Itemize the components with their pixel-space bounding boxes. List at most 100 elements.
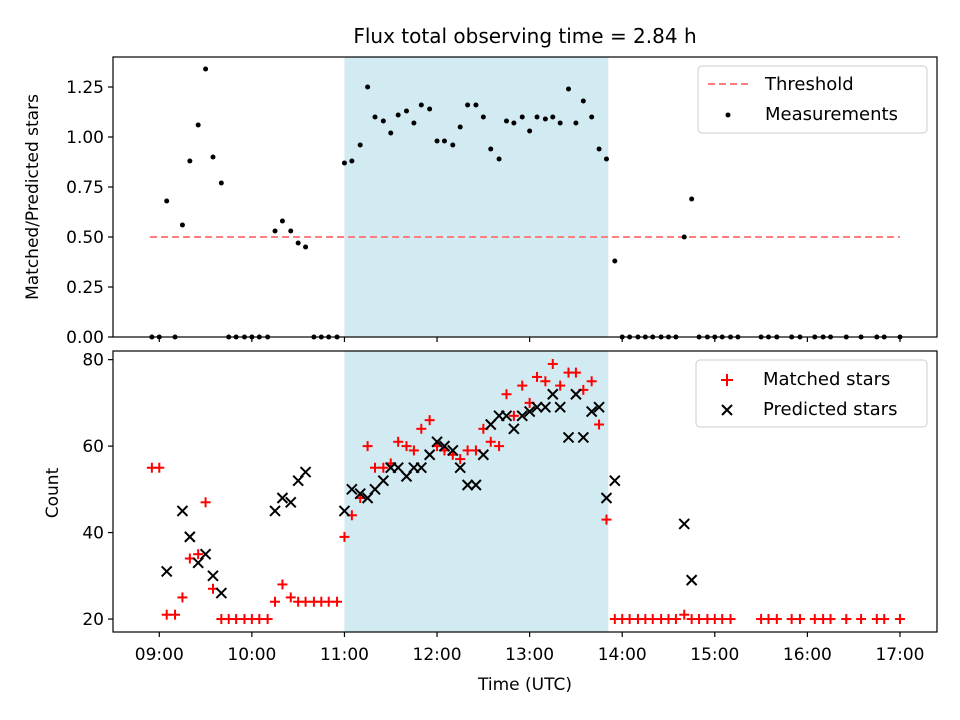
predicted-star-point [184, 531, 196, 543]
measurement-point [295, 240, 301, 246]
measurement-point [550, 114, 556, 120]
measurement-point [519, 114, 525, 120]
bottom-axes-frame [112, 350, 938, 633]
top-axes-frame [112, 56, 938, 338]
matched-star-point [362, 441, 373, 452]
observing-window-band-top [344, 57, 609, 337]
measurement-point [596, 146, 602, 152]
matched-star-point [285, 592, 296, 603]
x-tick-label: 15:00 [690, 645, 739, 665]
measurement-point [164, 198, 170, 204]
matched-star-point [393, 436, 404, 447]
top-highlight-band [344, 57, 609, 337]
bottom-y-tick-label: 40 [82, 524, 104, 544]
measurement-point [681, 234, 687, 240]
measurement-point [434, 138, 440, 144]
predicted-star-point [199, 548, 212, 560]
matched-star-point [508, 410, 519, 421]
matched-star-point [725, 614, 736, 625]
predicted-star-point [338, 505, 351, 517]
matched-star-point [670, 614, 681, 625]
matched-star-point [177, 592, 188, 603]
predicted-star-point [678, 518, 690, 530]
measurement-point [187, 158, 193, 164]
legend-matched-label: Matched stars [763, 369, 890, 390]
matched-star-point [879, 614, 890, 625]
measurement-point [179, 222, 185, 228]
predicted-star-point [454, 462, 466, 474]
predicted-star-point [539, 401, 552, 413]
matched-star-point [601, 514, 612, 525]
predicted-star-point [600, 492, 613, 504]
top-y-tick-label: 0.00 [66, 328, 104, 348]
chart-title: Flux total observing time = 2.84 h [353, 24, 696, 48]
measurement-point [357, 142, 363, 148]
matched-star-point [794, 614, 805, 625]
predicted-star-point [215, 587, 228, 599]
measurement-point [496, 156, 502, 162]
matched-star-point [193, 549, 204, 560]
predicted-star-point [461, 479, 474, 491]
measurement-point [341, 160, 347, 166]
x-tick-label: 12:00 [413, 645, 462, 665]
legend-predicted-swatch [721, 404, 733, 416]
measurement-point [372, 114, 378, 120]
measurement-point [365, 84, 371, 90]
measurement-point [557, 120, 563, 126]
predicted-star-point [392, 462, 404, 474]
measurement-point [203, 66, 209, 72]
measurement-point [303, 244, 309, 250]
measurement-point [473, 102, 479, 108]
predicted-star-point [160, 565, 173, 578]
x-tick-label: 14:00 [598, 645, 647, 665]
predicted-star-point [438, 440, 451, 452]
predicted-star-point [585, 405, 598, 418]
measurement-point [511, 120, 517, 126]
matched-star-point [262, 614, 273, 625]
measurement-point [612, 258, 618, 264]
legend-matched-swatch [721, 374, 733, 386]
bottom-y-tick-label: 20 [82, 610, 104, 630]
predicted-star-point [423, 449, 436, 461]
top-y-tick-label: 0.25 [66, 278, 104, 298]
matched-star-point [501, 389, 512, 400]
predicted-star-point [593, 401, 605, 413]
x-tick-label: 13:00 [505, 645, 554, 665]
matched-star-point [494, 441, 505, 452]
matched-star-point [532, 371, 543, 382]
top-y-tick-label: 0.75 [66, 178, 104, 198]
matched-star-point [339, 531, 350, 542]
observing-window-band-bottom [344, 351, 609, 632]
predicted-star-point [299, 466, 312, 478]
measurement-point [450, 142, 456, 148]
matched-star-point [555, 380, 566, 391]
legend-measurements-label: Measurements [765, 104, 898, 125]
measurement-point [427, 106, 433, 112]
legend-predicted-label: Predicted stars [763, 399, 897, 420]
measurement-point [573, 120, 579, 126]
matched-star-point [547, 358, 558, 369]
measurement-point [288, 228, 294, 234]
bottom-x-ticks: 09:00 10:00 11:00 12:00 13:00 14:00 15:00 16:00… [135, 632, 924, 665]
predicted-star-point [346, 483, 358, 496]
predicted-star-point [609, 474, 621, 487]
predicted-star-point [431, 436, 443, 448]
measurement-point [349, 158, 355, 164]
bottom-highlight-band [344, 351, 609, 632]
matched-star-point [416, 423, 427, 434]
predicted-stars-points [160, 388, 698, 599]
measurement-point [403, 108, 409, 114]
predicted-star-point [415, 462, 428, 474]
predicted-star-point [500, 410, 513, 422]
x-axis-label: Time (UTC) [477, 675, 572, 695]
predicted-star-point [570, 388, 582, 400]
predicted-star-point [369, 483, 381, 496]
matched-star-point [540, 376, 551, 387]
bottom-y-tick-label: 80 [82, 351, 104, 371]
measurement-point [210, 154, 216, 160]
predicted-star-point [685, 574, 698, 586]
predicted-star-point [554, 401, 566, 413]
matched-star-point [154, 462, 165, 473]
matched-star-point [570, 367, 581, 378]
predicted-star-point [516, 410, 528, 422]
